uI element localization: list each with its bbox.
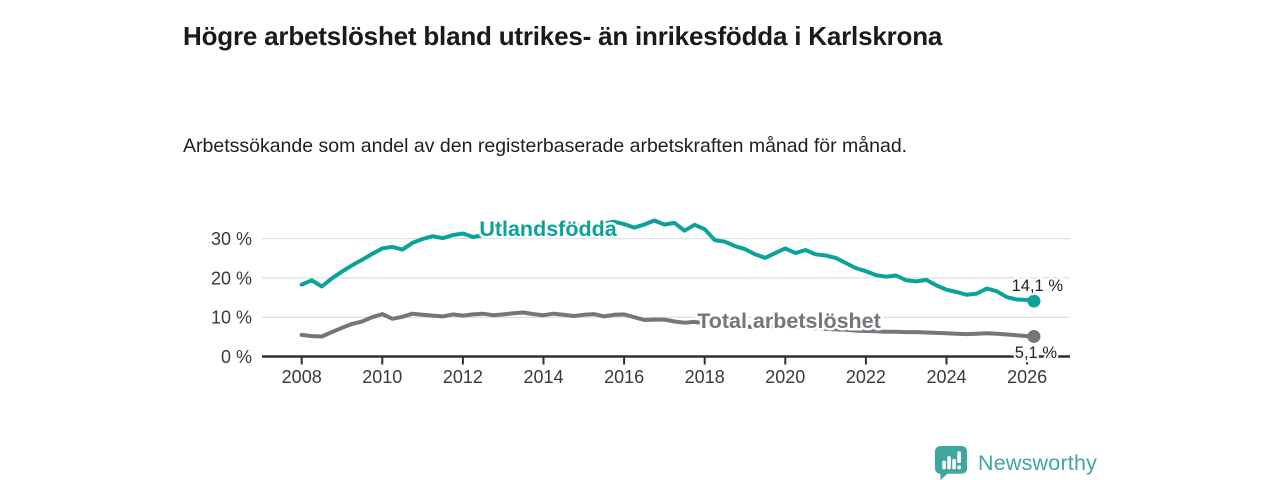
y-axis-label-0: 0 %	[221, 347, 252, 367]
series-line-utlandsfodda	[299, 218, 1036, 304]
series-label-utlandsfodda: Utlandsfödda	[479, 217, 617, 241]
newsworthy-bubble-chart-icon	[934, 446, 968, 480]
x-axis-label-2020: 2020	[765, 367, 805, 387]
chart-subtitle: Arbetssökande som andel av den registerb…	[183, 134, 908, 157]
x-axis-label-2026: 2026	[1007, 367, 1047, 387]
chart-title: Högre arbetslöshet bland utrikes- än inr…	[183, 21, 943, 52]
series-label-total: Total arbetslöshet	[697, 309, 881, 333]
series-line-total	[299, 310, 1036, 339]
x-axis-label-2016: 2016	[604, 367, 644, 387]
x-axis-label-2014: 2014	[523, 367, 563, 387]
x-axis-label-2018: 2018	[685, 367, 725, 387]
x-axis-label-2012: 2012	[443, 367, 483, 387]
y-axis-label-30: 30 %	[211, 229, 252, 249]
y-axis-label-20: 20 %	[211, 268, 252, 288]
series-end-value-utlandsfodda: 14,1 %	[1012, 277, 1064, 295]
newsworthy-brand-text: Newsworthy	[978, 450, 1098, 475]
x-axis-label-2022: 2022	[846, 367, 886, 387]
series-end-dot-utlandsfodda	[1027, 294, 1041, 308]
y-axis-label-10: 10 %	[211, 308, 252, 328]
newsworthy-logo: Newsworthy	[934, 445, 1097, 480]
x-axis-label-2008: 2008	[282, 367, 322, 387]
x-axis-label-2010: 2010	[362, 367, 402, 387]
x-axis-label-2024: 2024	[926, 367, 966, 387]
series-end-value-total: 5,1 %	[1015, 344, 1058, 362]
series-end-dot-total	[1027, 329, 1041, 343]
